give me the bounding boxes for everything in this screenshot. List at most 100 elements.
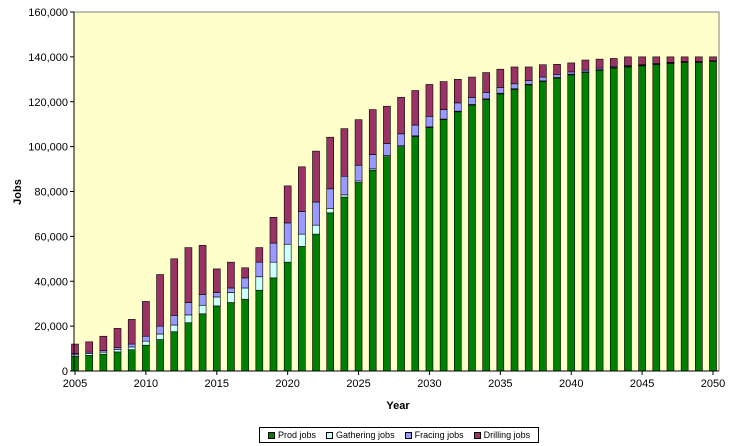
bar-drilling-jobs-2025 xyxy=(354,119,363,166)
legend-label: Drilling jobs xyxy=(483,430,531,440)
bar-prod-jobs-2046 xyxy=(652,64,661,372)
bar-fracing-jobs-2024 xyxy=(340,175,349,196)
bar-drilling-jobs-2048 xyxy=(680,56,689,62)
bar-prod-jobs-2045 xyxy=(638,65,646,372)
bar-gathering-jobs-2014 xyxy=(198,304,207,315)
bar-gathering-jobs-2010 xyxy=(142,340,150,346)
bar-prod-jobs-2039 xyxy=(553,77,561,372)
bar-prod-jobs-2036 xyxy=(510,89,519,372)
bar-drilling-jobs-2041 xyxy=(581,59,590,71)
bar-fracing-jobs-2034 xyxy=(482,92,490,100)
bar-drilling-jobs-2022 xyxy=(312,150,320,203)
bar-prod-jobs-2006 xyxy=(85,354,93,372)
bar-drilling-jobs-2050 xyxy=(709,56,717,61)
bar-prod-jobs-2008 xyxy=(113,351,122,372)
bar-fracing-jobs-2029 xyxy=(411,124,420,137)
bar-drilling-jobs-2045 xyxy=(638,56,646,66)
bar-fracing-jobs-2023 xyxy=(326,188,335,209)
bar-drilling-jobs-2044 xyxy=(624,56,632,66)
bar-fracing-jobs-2039 xyxy=(553,74,561,78)
bar-prod-jobs-2032 xyxy=(453,111,462,372)
bar-gathering-jobs-2020 xyxy=(283,243,292,263)
bar-prod-jobs-2033 xyxy=(468,104,476,372)
bar-drilling-jobs-2015 xyxy=(212,268,221,293)
legend-item-drilling-jobs: Drilling jobs xyxy=(473,430,531,440)
bar-fracing-jobs-2027 xyxy=(383,143,391,156)
bar-fracing-jobs-2028 xyxy=(397,133,405,147)
bar-prod-jobs-2022 xyxy=(312,233,320,372)
bar-prod-jobs-2048 xyxy=(680,62,689,372)
bar-prod-jobs-2017 xyxy=(241,298,249,372)
bar-prod-jobs-2005 xyxy=(71,356,79,372)
bar-drilling-jobs-2014 xyxy=(198,245,207,296)
bar-drilling-jobs-2043 xyxy=(609,58,618,67)
y-tick-label: 120,000 xyxy=(28,97,68,109)
bar-drilling-jobs-2018 xyxy=(255,247,264,263)
bar-prod-jobs-2019 xyxy=(269,277,278,372)
bar-prod-jobs-2015 xyxy=(212,305,221,372)
bar-gathering-jobs-2012 xyxy=(170,324,179,333)
bar-drilling-jobs-2021 xyxy=(298,166,306,213)
x-axis-title: Year xyxy=(386,400,410,412)
bar-prod-jobs-2020 xyxy=(283,261,292,372)
bar-prod-jobs-2025 xyxy=(354,182,363,372)
legend-label: Gathering jobs xyxy=(336,430,395,440)
bar-fracing-jobs-2025 xyxy=(354,164,363,182)
bar-drilling-jobs-2019 xyxy=(269,217,278,244)
bar-prod-jobs-2007 xyxy=(99,353,108,372)
bar-prod-jobs-2041 xyxy=(581,72,590,372)
bar-gathering-jobs-2019 xyxy=(269,261,278,279)
bar-drilling-jobs-2031 xyxy=(439,81,448,110)
bar-drilling-jobs-2035 xyxy=(496,68,505,88)
bar-prod-jobs-2018 xyxy=(255,289,264,372)
legend: Prod jobs Gathering jobs Fracing jobs Drill… xyxy=(259,427,540,443)
bar-fracing-jobs-2012 xyxy=(170,315,179,326)
bar-gathering-jobs-2011 xyxy=(156,333,164,340)
bar-drilling-jobs-2024 xyxy=(340,128,349,177)
bar-fracing-jobs-2015 xyxy=(212,292,221,298)
bar-prod-jobs-2024 xyxy=(340,196,349,372)
bar-fracing-jobs-2032 xyxy=(453,102,462,112)
bar-fracing-jobs-2037 xyxy=(524,80,533,85)
bar-fracing-jobs-2019 xyxy=(269,242,278,263)
bar-drilling-jobs-2007 xyxy=(99,335,108,351)
bar-drilling-jobs-2005 xyxy=(71,343,79,355)
bar-prod-jobs-2037 xyxy=(524,84,533,372)
x-tick-label: 2015 xyxy=(205,378,229,390)
x-tick-label: 2030 xyxy=(417,378,441,390)
bar-drilling-jobs-2039 xyxy=(553,63,561,75)
bar-drilling-jobs-2006 xyxy=(85,341,93,353)
bar-gathering-jobs-2013 xyxy=(184,314,193,324)
y-tick-label: 60,000 xyxy=(34,231,68,243)
y-tick-label: 140,000 xyxy=(28,52,68,64)
bar-prod-jobs-2034 xyxy=(482,99,490,372)
bar-fracing-jobs-2022 xyxy=(312,201,320,226)
bar-prod-jobs-2049 xyxy=(695,62,703,372)
legend-item-prod-jobs: Prod jobs xyxy=(268,430,316,440)
legend-swatch xyxy=(326,431,334,439)
bar-drilling-jobs-2010 xyxy=(142,301,150,337)
bar-gathering-jobs-2007 xyxy=(99,351,108,355)
bar-drilling-jobs-2033 xyxy=(468,76,476,98)
bar-prod-jobs-2043 xyxy=(609,67,618,372)
bar-fracing-jobs-2018 xyxy=(255,261,264,278)
x-axis: 2005 2010 2015 2020 2025 2030 2035 2040 2045 2050 xyxy=(63,370,725,390)
y-tick-label: 80,000 xyxy=(34,187,68,199)
bar-fracing-jobs-2035 xyxy=(496,87,505,94)
bar-fracing-jobs-2011 xyxy=(156,325,164,335)
bar-gathering-jobs-2018 xyxy=(255,276,264,291)
bar-prod-jobs-2016 xyxy=(227,302,235,372)
y-axis: 0 20,000 40,000 60,000 80,000 100,000 120,000 1… xyxy=(28,7,75,378)
bar-prod-jobs-2042 xyxy=(595,70,604,372)
bar-gathering-jobs-2016 xyxy=(227,292,235,303)
bar-drilling-jobs-2028 xyxy=(397,96,405,135)
bar-fracing-jobs-2036 xyxy=(510,83,519,90)
bar-drilling-jobs-2017 xyxy=(241,267,249,279)
legend-swatch xyxy=(268,431,275,439)
bar-gathering-jobs-2023 xyxy=(326,208,335,214)
x-tick-label: 2045 xyxy=(630,378,654,390)
bar-prod-jobs-2023 xyxy=(326,212,335,372)
x-tick-label: 2040 xyxy=(559,378,583,390)
bar-prod-jobs-2038 xyxy=(539,81,547,372)
bar-fracing-jobs-2009 xyxy=(127,343,136,348)
